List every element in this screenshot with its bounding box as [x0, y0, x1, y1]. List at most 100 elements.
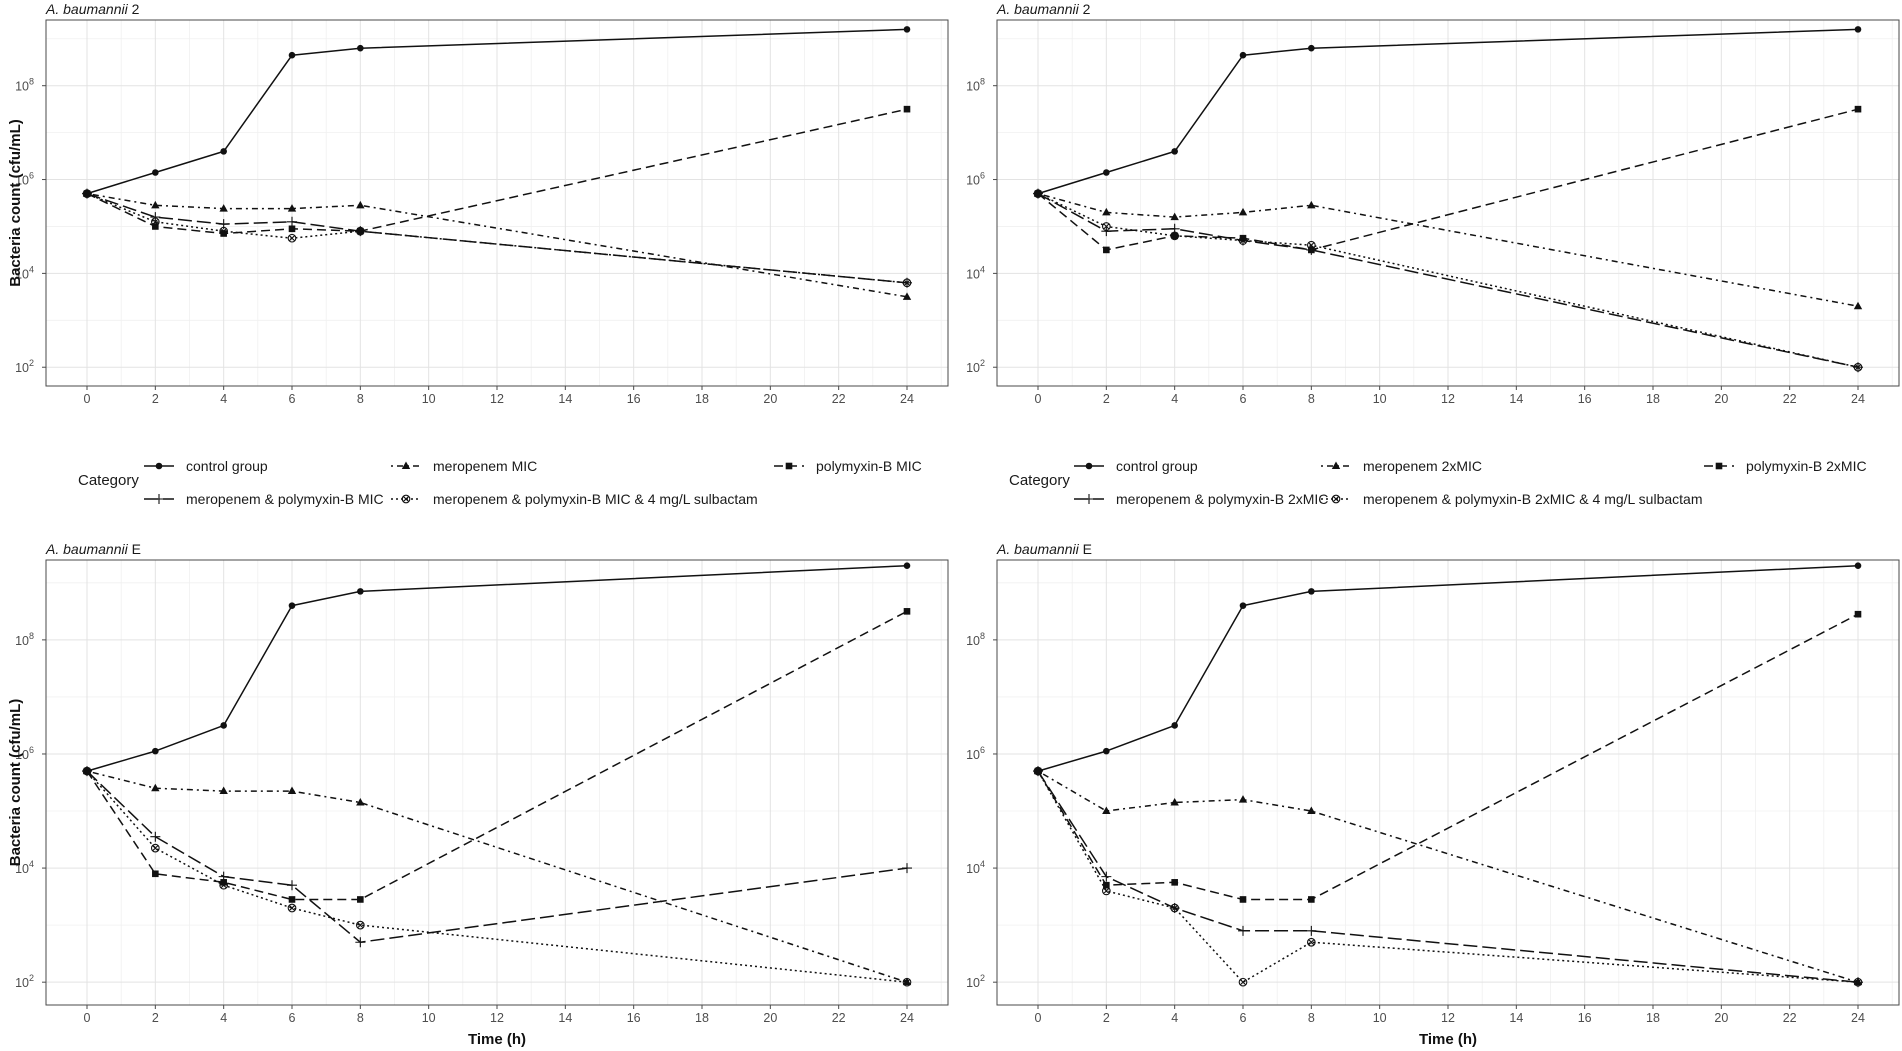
x-tick-label: 14 [1509, 392, 1523, 406]
data-point [1307, 806, 1316, 815]
y-tick-label: 102 [15, 358, 34, 375]
y-tick-label: 104 [966, 264, 985, 281]
data-point [1103, 881, 1110, 889]
legend-right: Category control group meropenem 2xMIC poly… [1009, 458, 1867, 507]
legend-key-marker [401, 494, 411, 504]
y-tick-label: 106 [15, 745, 34, 762]
data-point [1239, 51, 1247, 59]
data-point [219, 880, 229, 890]
x-tick-label: 12 [1441, 1011, 1455, 1025]
y-tick-exponent: 6 [29, 171, 34, 181]
data-point [150, 217, 160, 227]
y-tick-exponent: 4 [980, 264, 985, 274]
y-tick-base: 10 [966, 748, 980, 762]
x-tick-label: 8 [357, 392, 364, 406]
x-tick-label: 16 [627, 1011, 641, 1025]
data-point [902, 863, 912, 874]
y-tick-label: 108 [966, 77, 985, 94]
x-tick-label: 20 [1714, 1011, 1728, 1025]
data-point [287, 233, 297, 243]
data-point [82, 766, 92, 776]
series-line [86, 770, 908, 983]
series-line [1037, 28, 1859, 195]
y-tick-exponent: 4 [29, 264, 34, 274]
data-point [287, 786, 297, 795]
data-point [1103, 246, 1110, 254]
legend-key [1074, 494, 1104, 504]
series-line [86, 770, 908, 943]
y-tick-label: 104 [15, 859, 34, 876]
x-tick-label: 20 [763, 392, 777, 406]
legend-key-marker [154, 494, 164, 504]
data-point [902, 292, 912, 300]
x-tick-label: 2 [1103, 392, 1110, 406]
x-tick-label: 2 [152, 1011, 159, 1025]
x-tick-label: 0 [1035, 1011, 1042, 1025]
data-point [152, 169, 159, 176]
data-point [1854, 610, 1862, 618]
series-line [1037, 770, 1859, 983]
legend-label: meropenem & polymyxin-B 2xMIC & 4 mg/L s… [1363, 491, 1703, 507]
data-point [152, 870, 159, 878]
data-point [1308, 44, 1315, 52]
data-point [902, 278, 912, 288]
data-point [288, 225, 296, 233]
x-tick-label: 24 [1851, 392, 1865, 406]
y-tick-exponent: 8 [980, 631, 985, 641]
legend-label: polymyxin-B MIC [816, 458, 922, 474]
x-tick-label: 12 [490, 1011, 504, 1025]
y-tick-base: 10 [15, 634, 29, 648]
data-point [1033, 766, 1043, 776]
x-tick-label: 24 [900, 392, 914, 406]
x-tick-label: 22 [832, 392, 846, 406]
x-tick-label: 24 [1851, 1011, 1865, 1025]
data-point [1306, 240, 1316, 250]
y-tick-label: 102 [966, 973, 985, 990]
data-point [355, 226, 365, 236]
x-tick-label: 4 [220, 1011, 227, 1025]
y-tick-label: 102 [966, 358, 985, 375]
y-tick-exponent: 8 [29, 77, 34, 87]
data-point [1854, 562, 1862, 570]
panel-title: A. baumannii 2 [45, 1, 140, 17]
legend-key [1321, 494, 1351, 504]
series-line [1037, 613, 1859, 901]
data-point [82, 189, 92, 198]
legend-key [1074, 462, 1104, 470]
x-tick-label: 14 [558, 1011, 572, 1025]
data-point [355, 937, 366, 948]
data-point [903, 105, 911, 113]
y-axis-label: Bacteria count (cfu/mL) [7, 119, 24, 287]
panel-title: A. baumannii E [45, 541, 141, 557]
data-point [150, 831, 161, 842]
x-tick-label: 10 [422, 1011, 436, 1025]
data-point [151, 200, 160, 209]
data-point [151, 783, 160, 792]
data-point [1170, 231, 1180, 241]
data-point [1171, 879, 1178, 886]
x-tick-label: 4 [1171, 1011, 1178, 1025]
y-tick-base: 10 [15, 80, 29, 94]
x-tick-label: 18 [695, 392, 709, 406]
y-tick-base: 10 [966, 174, 980, 188]
data-point [1170, 212, 1179, 221]
legend-key [1704, 462, 1734, 470]
legend-key-marker [1331, 494, 1341, 504]
x-tick-label: 18 [1646, 1011, 1660, 1025]
data-point [288, 602, 296, 609]
legend-key-marker [155, 462, 163, 470]
y-tick-exponent: 2 [29, 973, 34, 983]
series-line [1037, 192, 1859, 368]
data-point [357, 896, 364, 903]
y-tick-exponent: 8 [29, 631, 34, 641]
series-line [86, 28, 908, 195]
x-tick-label: 16 [1578, 392, 1592, 406]
data-point [220, 879, 227, 886]
y-tick-label: 106 [966, 745, 985, 762]
legend-key-marker [785, 462, 793, 470]
